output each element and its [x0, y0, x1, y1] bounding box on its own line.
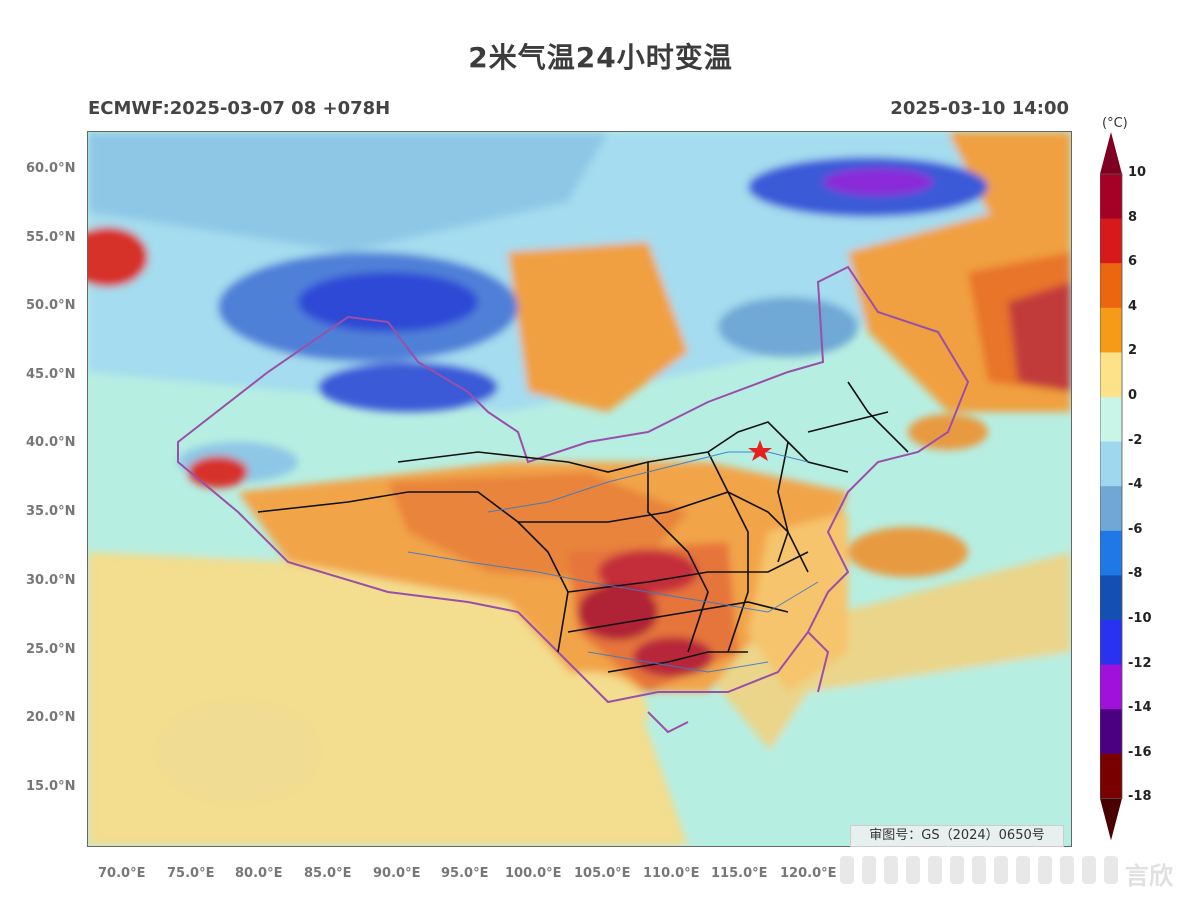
colorbar-level-label: 8 [1128, 209, 1138, 225]
capital-star-icon [748, 440, 772, 461]
lon-tick: 95.0°E [441, 866, 489, 881]
temperature-field [88, 132, 1071, 846]
colorbar-level-label: 4 [1128, 298, 1138, 314]
colorbar-swatch [1100, 709, 1122, 755]
valid-time-label: 2025-03-10 14:00 [890, 98, 1069, 119]
lon-tick: 100.0°E [505, 866, 562, 881]
lat-tick: 40.0°N [26, 435, 76, 450]
watermark-text: 言欣 [1125, 862, 1173, 890]
lon-tick: 75.0°E [167, 866, 215, 881]
colorbar-swatch [1100, 307, 1122, 353]
lon-tick: 80.0°E [235, 866, 283, 881]
lon-tick: 90.0°E [373, 866, 421, 881]
colorbar-level-label: -16 [1128, 744, 1152, 760]
colorbar-level-label: 6 [1128, 254, 1138, 270]
lon-tick: 105.0°E [574, 866, 631, 881]
colorbar-level-label: -14 [1128, 700, 1152, 716]
model-run-label: ECMWF:2025-03-07 08 +078H [88, 98, 391, 119]
international-border [177, 265, 970, 734]
colorbar-bottom-triangle [1100, 798, 1122, 841]
lon-tick: 110.0°E [643, 866, 700, 881]
colorbar-level-label: -12 [1128, 655, 1152, 671]
colorbar-swatch [1100, 218, 1122, 264]
map-approval-number: 审图号：GS（2024）0650号 [850, 825, 1064, 847]
lat-tick: 25.0°N [26, 642, 76, 657]
colorbar-top-triangle [1100, 132, 1122, 174]
colorbar-swatch [1100, 441, 1122, 487]
colorbar-swatch [1100, 174, 1122, 220]
chart-title: 2米气温24小时变温 [468, 41, 733, 74]
map-panel [87, 131, 1072, 847]
lon-tick: 115.0°E [711, 866, 768, 881]
lat-tick: 35.0°N [26, 504, 76, 519]
colorbar-level-label: -8 [1128, 566, 1143, 582]
lat-tick: 55.0°N [26, 230, 76, 245]
province-borders [257, 381, 909, 673]
lat-tick: 15.0°N [26, 779, 76, 794]
colorbar-level-label: -2 [1128, 432, 1143, 448]
colorbar [1100, 132, 1123, 841]
lat-tick: 20.0°N [26, 710, 76, 725]
colorbar-level-label: -18 [1128, 789, 1152, 805]
lat-tick: 50.0°N [26, 298, 76, 313]
temperature-change-map [88, 132, 1071, 846]
colorbar-level-label: -4 [1128, 477, 1143, 493]
colorbar-level-label: 10 [1128, 165, 1147, 180]
lon-tick: 120.0°E [780, 866, 837, 881]
colorbar-swatch [1100, 753, 1122, 799]
colorbar-swatch [1100, 397, 1122, 443]
colorbar-swatch [1100, 620, 1122, 666]
colorbar-swatch [1100, 352, 1122, 398]
colorbar-level-label: 2 [1128, 343, 1138, 359]
colorbar-swatch [1100, 263, 1122, 309]
colorbar-level-label: -6 [1128, 521, 1143, 537]
colorbar-swatch [1100, 664, 1122, 710]
colorbar-swatch [1100, 575, 1122, 621]
colorbar-frame [1100, 173, 1123, 799]
lon-tick: 85.0°E [304, 866, 352, 881]
lon-tick: 70.0°E [98, 866, 146, 881]
colorbar-swatch [1100, 530, 1122, 576]
lat-tick: 30.0°N [26, 573, 76, 588]
colorbar-level-label: -10 [1128, 611, 1152, 626]
colorbar-unit: (°C) [1102, 116, 1128, 131]
colorbar-level-label: 0 [1128, 388, 1138, 403]
colorbar-swatch [1100, 486, 1122, 532]
lat-tick: 60.0°N [26, 161, 76, 176]
watermark-bars [840, 856, 1118, 884]
lat-tick: 45.0°N [26, 367, 76, 382]
